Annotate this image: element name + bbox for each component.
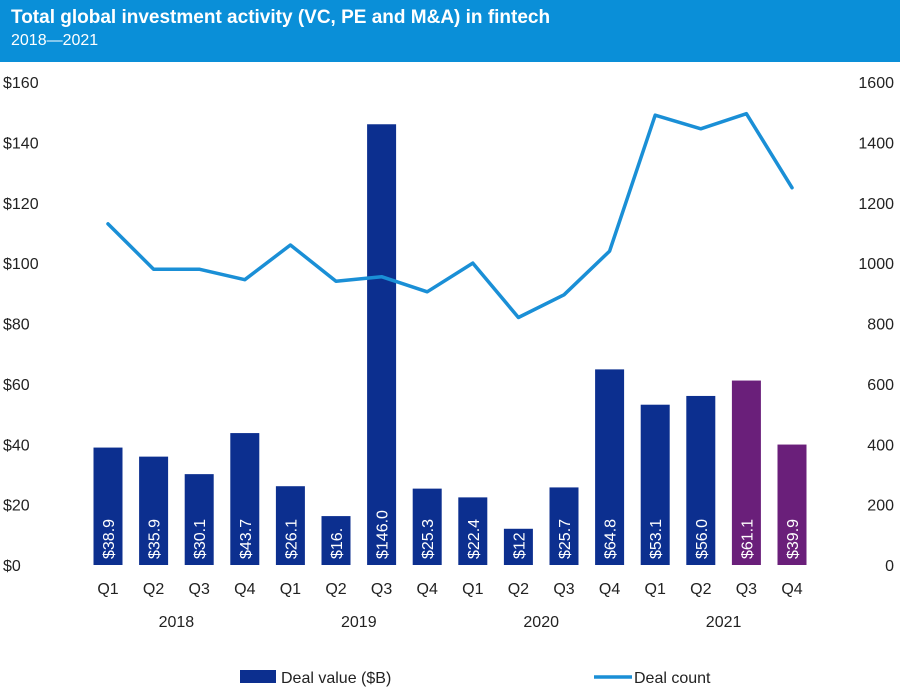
- bar-data-label: $53.1: [648, 519, 665, 559]
- bar: [412, 488, 442, 565]
- y-left-tick-label: $140: [3, 135, 39, 152]
- bar: [549, 487, 579, 565]
- x-tick-label: Q4: [599, 581, 620, 598]
- bar-data-label: $43.7: [238, 519, 255, 559]
- legend-label-deal-value: Deal value ($B): [281, 670, 391, 687]
- bar: [686, 395, 716, 565]
- x-tick-label: Q1: [97, 581, 118, 598]
- x-tick-label: Q3: [189, 581, 210, 598]
- x-tick-label: Q2: [143, 581, 164, 598]
- y-left-tick-label: $80: [3, 317, 30, 334]
- x-tick-label: Q2: [508, 581, 529, 598]
- y-left-tick-label: $60: [3, 377, 30, 394]
- bar-data-label: $16.: [329, 528, 346, 559]
- x-tick-label: Q3: [553, 581, 574, 598]
- bar-data-label: $25.7: [557, 519, 574, 559]
- legend-label-deal-count: Deal count: [634, 670, 711, 687]
- y-right-tick-label: 1200: [858, 196, 894, 213]
- bar: [321, 516, 351, 565]
- x-tick-label: Q2: [325, 581, 346, 598]
- bar: [139, 456, 169, 565]
- x-group-label: 2021: [706, 614, 742, 631]
- y-right-tick-label: 0: [885, 558, 894, 575]
- y-left-tick-label: $160: [3, 75, 39, 92]
- bar: [93, 447, 123, 565]
- legend-swatch-deal-value: [240, 670, 276, 683]
- y-left-tick-label: $100: [3, 256, 39, 273]
- bar: [731, 380, 761, 565]
- y-left-tick-label: $0: [3, 558, 21, 575]
- y-right-tick-label: 1600: [858, 75, 894, 92]
- chart-subtitle: 2018—2021: [11, 32, 99, 49]
- bar: [777, 444, 807, 565]
- bar-data-label: $39.9: [785, 519, 802, 559]
- x-tick-label: Q4: [781, 581, 802, 598]
- chart-header: Total global investment activity (VC, PE…: [0, 0, 900, 62]
- x-tick-label: Q3: [736, 581, 757, 598]
- bar-data-label: $22.4: [466, 519, 483, 559]
- bar: [230, 433, 260, 565]
- x-tick-label: Q3: [371, 581, 392, 598]
- y-right-tick-label: 800: [867, 317, 894, 334]
- y-left-tick-label: $20: [3, 498, 30, 515]
- bar: [595, 369, 625, 565]
- bar: [275, 486, 305, 565]
- bar-data-label: $30.1: [192, 519, 209, 559]
- deal-count-line: [106, 111, 794, 320]
- y-right-tick-label: 600: [867, 377, 894, 394]
- x-group-label: 2019: [341, 614, 377, 631]
- bar-data-label: $12: [511, 532, 528, 559]
- y-right-tick-label: 1000: [858, 256, 894, 273]
- bar: [367, 124, 397, 565]
- x-tick-label: Q4: [417, 581, 438, 598]
- bar-data-label: $26.1: [283, 519, 300, 559]
- y-right-tick-label: 1400: [858, 135, 894, 152]
- bar: [503, 528, 533, 565]
- x-tick-label: Q1: [280, 581, 301, 598]
- bar-data-label: $35.9: [147, 519, 164, 559]
- bar-data-label: $56.0: [694, 519, 711, 559]
- bar-data-label: $64.8: [603, 519, 620, 559]
- y-right-tick-label: 400: [867, 437, 894, 454]
- bar-data-label: $61.1: [739, 519, 756, 559]
- x-tick-label: Q1: [645, 581, 666, 598]
- bar-data-label: $146.0: [375, 510, 392, 559]
- bar-data-label: $38.9: [101, 519, 118, 559]
- y-left-tick-label: $120: [3, 196, 39, 213]
- x-group-label: 2018: [159, 614, 195, 631]
- bar-data-label: $25.3: [420, 519, 437, 559]
- bar: [458, 497, 488, 565]
- x-tick-label: Q1: [462, 581, 483, 598]
- bar: [184, 474, 214, 565]
- x-group-label: 2020: [523, 614, 559, 631]
- bar: [640, 404, 670, 565]
- chart-title: Total global investment activity (VC, PE…: [11, 7, 551, 28]
- x-tick-label: Q4: [234, 581, 255, 598]
- y-right-tick-label: 200: [867, 498, 894, 515]
- x-tick-label: Q2: [690, 581, 711, 598]
- y-left-tick-label: $40: [3, 437, 30, 454]
